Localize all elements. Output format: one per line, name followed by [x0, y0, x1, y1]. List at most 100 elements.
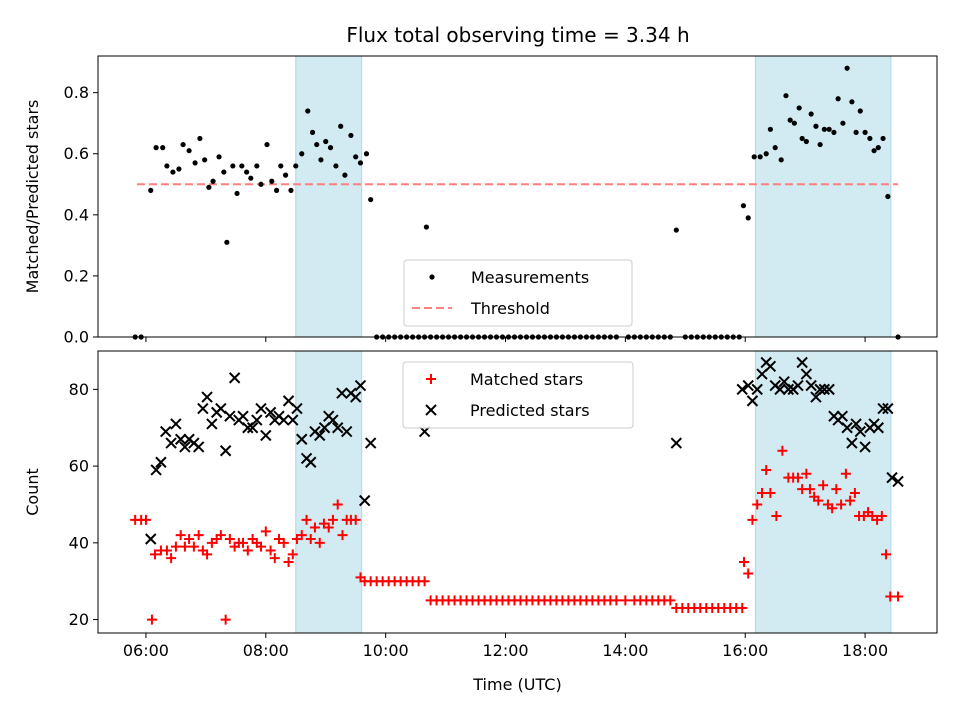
- predicted-star-point: [736, 383, 748, 396]
- predicted-star-point: [742, 379, 754, 392]
- x-tick-label: 14:00: [602, 641, 648, 660]
- series-measurements: [132, 65, 901, 340]
- matched-star-point: [765, 487, 776, 498]
- matched-star-point: [296, 530, 307, 541]
- measurement-point: [871, 148, 877, 154]
- count-panel: 20 40 60 80 06:00 08:00 10:00 12:00 14:00 16:00 18…: [23, 350, 938, 694]
- matched-star-point: [620, 595, 631, 606]
- measurement-point: [202, 157, 208, 163]
- matched-star-point: [149, 549, 160, 560]
- measurement-point: [757, 154, 763, 160]
- matched-star-point: [611, 595, 622, 606]
- measurement-point: [153, 145, 159, 151]
- matched-star-point: [792, 472, 803, 483]
- matched-star-point: [220, 614, 231, 625]
- matched-star-point: [893, 591, 904, 602]
- measurement-point: [791, 120, 797, 126]
- axes-frame: [97, 55, 938, 338]
- matched-star-point: [743, 568, 754, 579]
- measurement-point: [813, 123, 819, 129]
- matched-star-point: [801, 468, 812, 479]
- measurement-point: [248, 175, 254, 181]
- measurement-point: [216, 154, 222, 160]
- matched-star-point: [269, 553, 280, 564]
- y-tick-label: 0.4: [64, 205, 89, 224]
- measurement-point: [176, 166, 182, 172]
- matched-star-point: [752, 499, 763, 510]
- measurement-point: [751, 154, 757, 160]
- measurement-point: [363, 151, 370, 157]
- matched-star-point: [804, 484, 815, 495]
- x-axis-label: Time (UTC): [472, 675, 561, 694]
- legend-measurements-key: [429, 274, 435, 280]
- measurement-point: [186, 148, 192, 154]
- predicted-star-point: [237, 410, 249, 422]
- predicted-star-point: [670, 437, 683, 449]
- predicted-star-point: [291, 402, 303, 415]
- predicted-star-point: [846, 437, 858, 449]
- predicted-star-point: [314, 429, 326, 442]
- y-tick-label: 40: [69, 533, 89, 552]
- matched-star-point: [757, 487, 768, 498]
- measurement-point: [206, 184, 212, 190]
- predicted-star-point: [260, 429, 272, 442]
- measurement-point: [264, 141, 270, 148]
- measurement-point: [787, 117, 793, 123]
- matched-star-point: [840, 468, 851, 479]
- measurement-point: [258, 181, 264, 187]
- measurement-point: [745, 215, 751, 221]
- measurement-point: [831, 129, 837, 135]
- measurement-point: [799, 135, 805, 142]
- predicted-star-point: [877, 402, 889, 415]
- matched-star-point: [323, 522, 334, 533]
- predicted-star-point: [354, 379, 367, 392]
- matched-star-point: [146, 614, 157, 625]
- predicted-star-point: [836, 410, 849, 422]
- legend-label: Threshold: [470, 299, 550, 318]
- matched-star-point: [813, 495, 824, 506]
- matched-star-point: [278, 537, 289, 548]
- measurement-point: [880, 135, 886, 142]
- measurement-point: [862, 129, 868, 135]
- matched-star-point: [170, 541, 181, 552]
- matched-star-point: [179, 541, 190, 552]
- measurement-point: [210, 178, 216, 184]
- legend-label: Predicted stars: [470, 401, 590, 420]
- measurement-point: [282, 172, 289, 178]
- matched-star-point: [188, 541, 199, 552]
- predicted-star-point: [364, 437, 377, 449]
- predicted-star-point: [165, 437, 177, 449]
- matched-star-point: [337, 530, 348, 541]
- predicted-star-point: [792, 379, 804, 392]
- measurement-point: [234, 190, 240, 197]
- matched-star-point: [761, 464, 772, 475]
- predicted-star-point: [358, 494, 371, 507]
- measurement-point: [254, 163, 260, 169]
- y-tick-label: 0.6: [64, 144, 89, 163]
- x-tick-label: 12:00: [482, 641, 528, 660]
- matched-star-point: [305, 534, 316, 544]
- matched-star-point: [161, 545, 172, 556]
- predicted-star-point: [892, 475, 904, 488]
- matched-star-point: [140, 514, 151, 525]
- y-tick-label: 0.0: [64, 328, 89, 347]
- predicted-star-point: [751, 383, 763, 396]
- predicted-star-point: [823, 383, 835, 396]
- measurement-point: [342, 172, 348, 178]
- predicted-star-point: [192, 441, 205, 453]
- predicted-star-point: [882, 402, 894, 415]
- measurement-point: [826, 126, 832, 132]
- predicted-star-point: [800, 368, 813, 380]
- matched-star-point: [287, 549, 298, 560]
- measurement-point: [348, 132, 354, 139]
- matched-star-point: [193, 530, 204, 541]
- measurement-point: [278, 163, 284, 169]
- measurement-point: [327, 145, 334, 151]
- predicted-star-point: [287, 414, 299, 426]
- predicted-star-point: [349, 391, 362, 403]
- measurement-point: [269, 178, 275, 184]
- measurement-point: [808, 111, 814, 117]
- y-axis-label: Matched/Predicted stars: [23, 100, 42, 294]
- matched-star-point: [876, 510, 887, 521]
- predicted-star-point: [174, 433, 187, 445]
